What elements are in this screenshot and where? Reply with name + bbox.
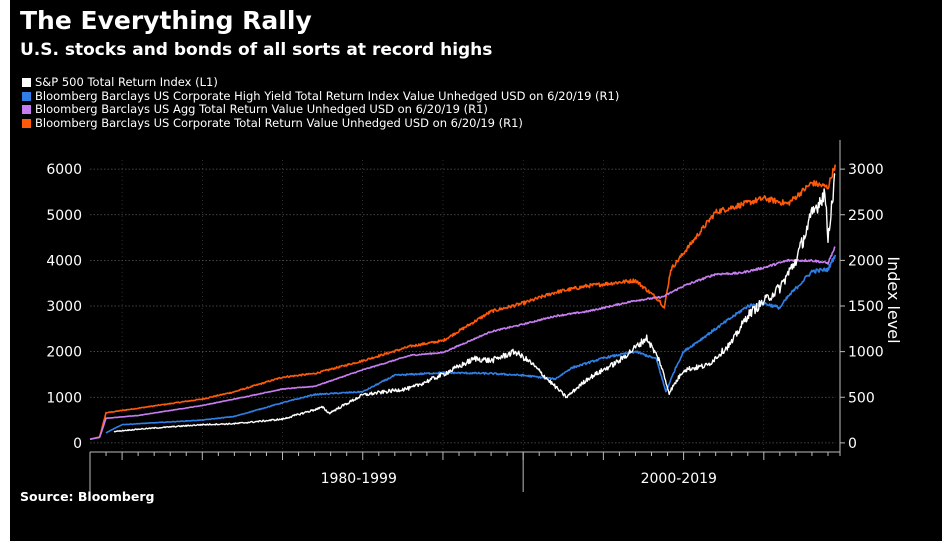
series-layer: [89, 164, 836, 440]
left-tick-label: 1000: [46, 390, 82, 406]
right-tick-label: 2500: [848, 208, 884, 224]
legend: S&P 500 Total Return Index (L1) Bloomber…: [22, 75, 620, 131]
legend-swatch-corporate: [22, 118, 31, 128]
left-tick-label: 0: [73, 436, 82, 452]
legend-swatch-agg: [22, 105, 31, 115]
chart-subtitle: U.S. stocks and bonds of all sorts at re…: [20, 40, 493, 60]
series-line-sp500: [113, 173, 836, 433]
series-line-high_yield: [105, 254, 836, 434]
left-tick-label: 6000: [46, 162, 82, 178]
legend-label-sp500: S&P 500 Total Return Index (L1): [35, 75, 218, 89]
right-tick-label: 3000: [848, 162, 884, 178]
chart-panel: [10, 0, 942, 541]
legend-swatch-high-yield: [22, 91, 31, 101]
right-tick-label: 1000: [848, 345, 884, 361]
grid-layer: [90, 160, 836, 452]
legend-item-corporate: Bloomberg Barclays US Corporate Total Re…: [22, 115, 619, 131]
chart-title: The Everything Rally: [20, 6, 312, 35]
legend-item-high-yield: Bloomberg Barclays US Corporate High Yie…: [22, 88, 620, 104]
series-line-agg: [89, 246, 836, 440]
right-tick-label: 2000: [848, 253, 884, 269]
legend-label-agg: Bloomberg Barclays US Agg Total Return V…: [35, 102, 488, 116]
source-note: Source: Bloomberg: [20, 489, 155, 504]
right-tick-label: 0: [848, 436, 857, 452]
legend-item-agg: Bloomberg Barclays US Agg Total Return V…: [22, 102, 619, 117]
left-tick-label: 4000: [46, 253, 82, 269]
legend-swatch-sp500: [22, 78, 31, 88]
legend-label-corporate: Bloomberg Barclays US Corporate Total Re…: [35, 115, 523, 130]
x-category-label: 2000-2019: [641, 471, 717, 487]
legend-item-sp500: S&P 500 Total Return Index (L1): [22, 75, 619, 90]
right-tick-label: 1500: [848, 299, 884, 315]
series-line-corporate: [89, 164, 836, 440]
left-tick-label: 2000: [46, 345, 82, 361]
legend-label-high-yield: Bloomberg Barclays US Corporate High Yie…: [35, 88, 620, 103]
right-tick-label: 500: [848, 390, 875, 406]
right-axis-label: Index level: [884, 256, 903, 343]
x-category-label: 1980-1999: [321, 471, 397, 487]
left-tick-label: 5000: [46, 208, 82, 224]
left-tick-label: 3000: [46, 299, 82, 315]
axis-layer: 0 1000 2000 3000 4000 5000 6000 0 500 1000 1500 200…: [46, 140, 884, 492]
